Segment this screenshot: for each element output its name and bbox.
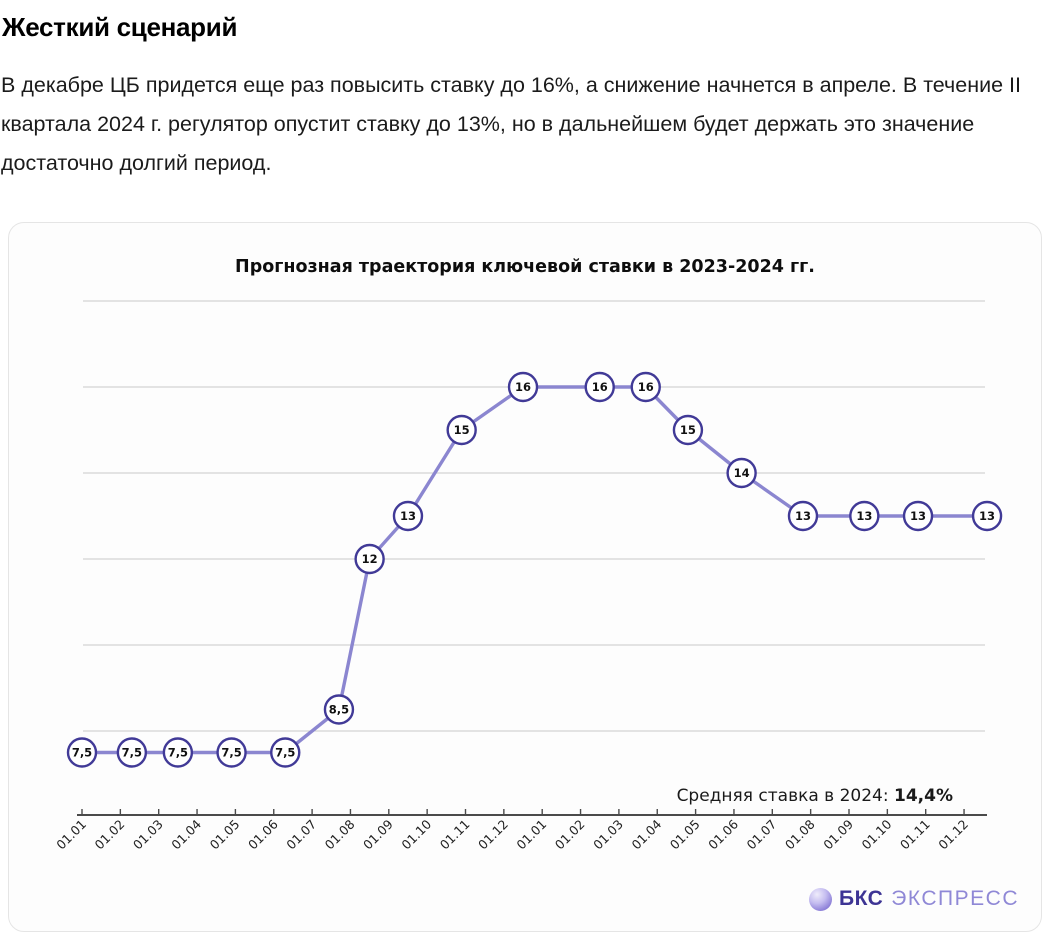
- data-point-marker: [630, 371, 661, 403]
- data-point-label: 13: [856, 509, 872, 523]
- data-point-marker: [116, 737, 148, 768]
- chart-title: Прогнозная траектория ключевой ставки в …: [235, 257, 815, 277]
- data-point-marker: [584, 371, 615, 403]
- data-point-label: 15: [454, 423, 470, 437]
- x-tick-label: 01.06: [705, 816, 741, 852]
- data-point-marker: [354, 543, 385, 575]
- x-tick-label: 01.11: [437, 817, 473, 853]
- express-logo-text: ЭКСПРЕСС: [891, 887, 1019, 910]
- x-tick-label: 01.12: [475, 817, 511, 853]
- key-rate-line-chart: 01.01 01.02 01.03 01.04 01.05 01.06 01.07 01.08…: [53, 300, 1003, 853]
- data-point-marker: [672, 414, 704, 446]
- x-tick-label: 01.09: [820, 816, 856, 852]
- x-tick-label: 01.10: [859, 816, 895, 852]
- article-paragraph: В декабре ЦБ придется еще раз повысить с…: [1, 73, 1021, 175]
- x-tick-label: 01.01: [53, 817, 89, 853]
- data-point-label: 13: [979, 509, 995, 523]
- data-point-marker: [507, 371, 539, 403]
- data-point-label: 7,5: [275, 746, 295, 760]
- data-point-label: 7,5: [221, 746, 241, 760]
- data-point-label: 7,5: [168, 746, 188, 760]
- x-tick-label: 01.02: [552, 817, 588, 853]
- data-point-marker: [902, 500, 934, 532]
- x-tick-label: 01.11: [897, 817, 933, 853]
- x-tick-label: 01.10: [398, 816, 434, 852]
- rate-line: [80, 385, 989, 755]
- x-tick-label: 01.03: [130, 817, 166, 853]
- data-point-marker: [446, 414, 477, 446]
- page-title: Жесткий сценарий: [2, 12, 238, 42]
- average-rate-annotation: Средняя ставка в 2024: 14,4%: [677, 786, 953, 806]
- bks-express-logo: БКС ЭКСПРЕСС: [808, 887, 1019, 911]
- data-point-marker: [216, 737, 247, 768]
- x-tick-label: 01.01: [513, 817, 549, 853]
- chart-card: Прогнозная траектория ключевой ставки в …: [8, 222, 1042, 932]
- data-point-label: 16: [515, 380, 531, 394]
- data-point-label: 12: [362, 552, 378, 566]
- x-tick-label: 01.07: [283, 817, 319, 853]
- data-point-marker: [392, 500, 424, 532]
- data-point-label: 7,5: [122, 746, 142, 760]
- x-tick-label: 01.02: [92, 817, 128, 853]
- x-tick-label: 01.09: [360, 816, 396, 852]
- x-tick-label: 01.04: [168, 816, 204, 852]
- data-point-marker: [66, 737, 98, 768]
- data-point-label: 13: [910, 509, 926, 523]
- bks-logo-text: БКС: [838, 887, 884, 910]
- data-point-label: 14: [734, 466, 750, 480]
- data-point-label: 8,5: [329, 703, 349, 717]
- data-point-label: 15: [680, 423, 696, 437]
- data-point-marker: [787, 500, 819, 532]
- x-tick-label: 01.08: [322, 816, 358, 852]
- data-point-label: 16: [592, 380, 608, 394]
- x-tick-label: 01.05: [207, 817, 243, 853]
- data-point-label: 13: [795, 509, 811, 523]
- data-point-label: 13: [400, 509, 416, 523]
- x-tick-label: 01.05: [667, 817, 703, 853]
- data-point-marker: [849, 500, 880, 532]
- data-point-marker: [726, 457, 757, 489]
- data-point-label: 7,5: [72, 746, 92, 760]
- data-point-marker: [270, 737, 301, 768]
- x-tick-label: 01.08: [782, 816, 818, 852]
- data-point-marker: [323, 694, 355, 725]
- x-tick-label: 01.03: [590, 817, 626, 853]
- x-tick-label: 01.07: [744, 817, 780, 853]
- x-tick-label: 01.12: [935, 817, 971, 853]
- x-tick-label: 01.04: [628, 816, 664, 852]
- bks-sphere-icon: [808, 887, 832, 911]
- data-point-marker: [971, 500, 1003, 532]
- data-point-marker: [162, 737, 194, 768]
- x-tick-label: 01.06: [245, 816, 281, 852]
- data-point-label: 16: [638, 380, 654, 394]
